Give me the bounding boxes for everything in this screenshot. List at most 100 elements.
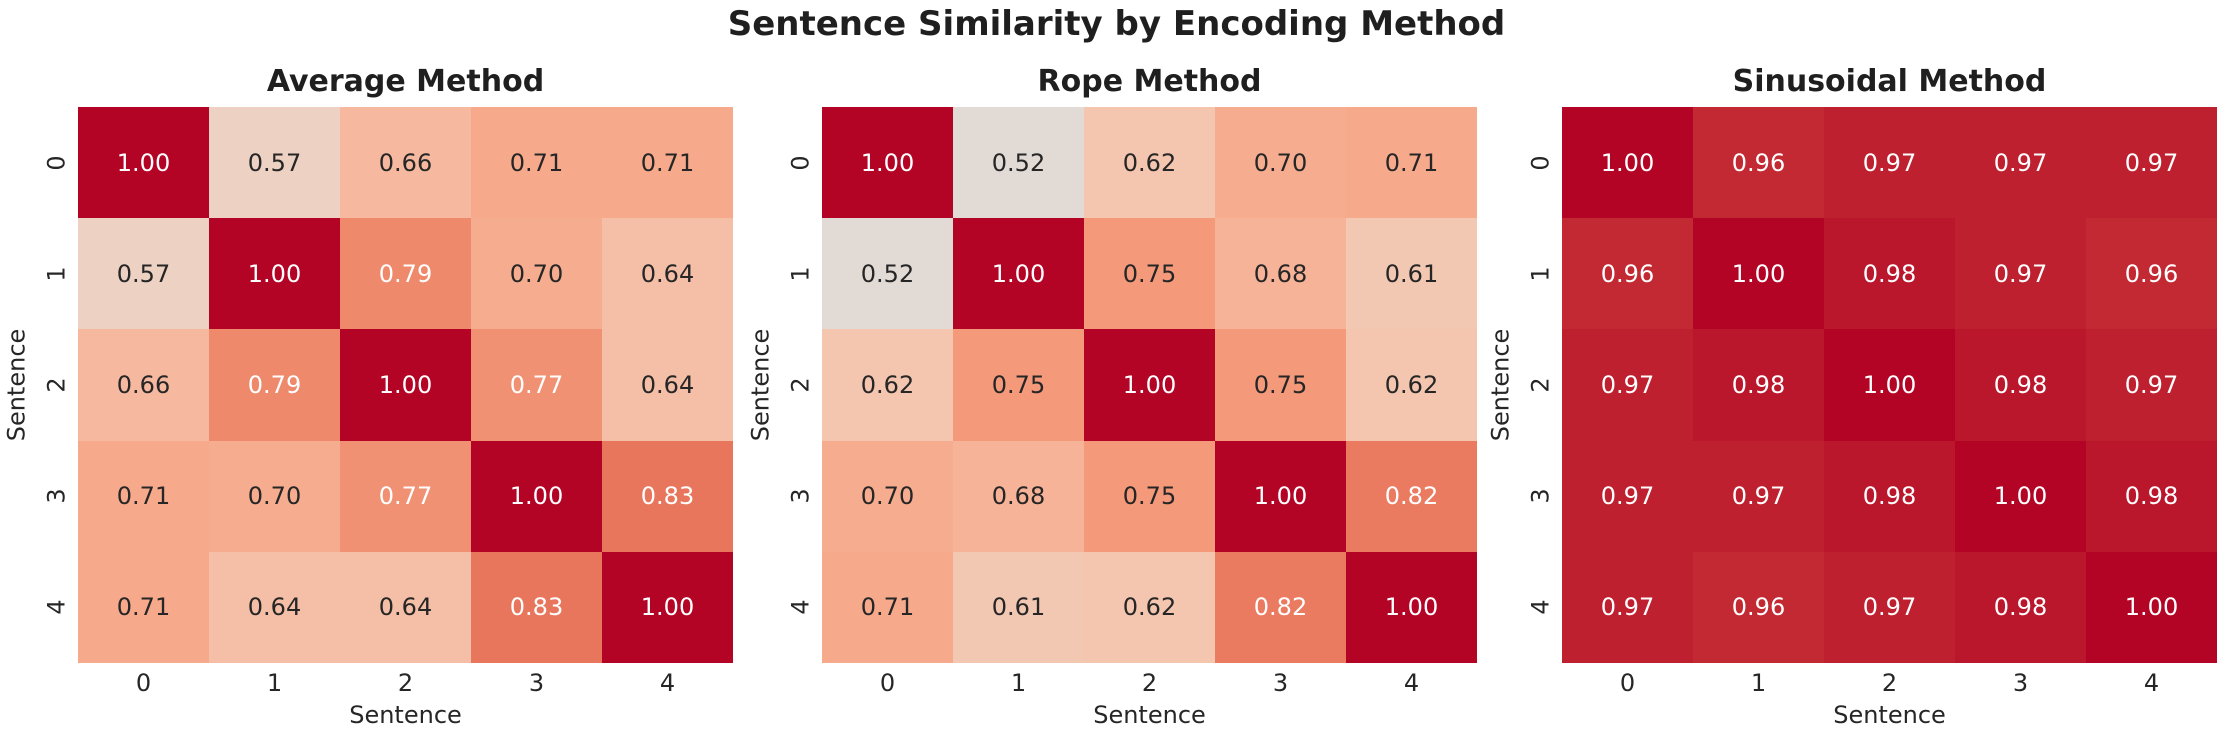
y-axis-label: Sentence	[1486, 328, 1514, 442]
subplot-title: Rope Method	[1037, 64, 1262, 99]
heatmap-cell: 0.52	[953, 107, 1084, 219]
heatmap-cell: 0.75	[953, 329, 1084, 441]
heatmap-cell: 0.98	[1693, 329, 1824, 441]
heatmap-cell: 0.62	[1084, 551, 1215, 663]
heatmap-cell: 1.00	[209, 218, 340, 330]
heatmap-cell: 1.00	[2086, 551, 2217, 663]
heatmap-cell: 0.64	[209, 551, 340, 663]
heatmap-cell: 0.96	[1693, 551, 1824, 663]
heatmap-cell: 0.57	[209, 107, 340, 219]
heatmap-cell: 0.75	[1084, 440, 1215, 552]
heatmap-grid: 1.00 0.57 0.66 0.71 0.71 0.57 1.00 0.79 0.70 0.64…	[78, 107, 733, 663]
heatmap-cell: 0.66	[340, 107, 471, 219]
heatmap-cell: 0.98	[1824, 218, 1955, 330]
x-tick-label: 2	[1881, 669, 1898, 697]
x-tick-label: 2	[1141, 669, 1158, 697]
y-tick-label: 4	[43, 599, 71, 616]
heatmap-cell: 0.71	[822, 551, 953, 663]
heatmap-cell: 0.61	[1346, 218, 1477, 330]
y-tick-labels: 0 1 2 3 4	[1520, 107, 1562, 663]
heatmap-cell: 1.00	[822, 107, 953, 219]
y-tick-labels: 0 1 2 3 4	[36, 107, 78, 663]
y-tick-label: 3	[787, 488, 815, 504]
heatmap-cell: 0.75	[1215, 329, 1346, 441]
heatmap-cell: 0.64	[602, 218, 733, 330]
heatmap-cell: 0.52	[822, 218, 953, 330]
heatmap-cell: 0.71	[78, 551, 209, 663]
y-tick-label: 4	[787, 599, 815, 616]
heatmap-cell: 0.96	[1562, 218, 1693, 330]
heatmap-cell: 0.71	[602, 107, 733, 219]
heatmap-cell: 1.00	[1084, 329, 1215, 441]
heatmap-cell: 1.00	[1955, 440, 2086, 552]
heatmap-cell: 1.00	[471, 440, 602, 552]
x-tick-label: 1	[1750, 669, 1767, 697]
heatmap-cell: 0.64	[340, 551, 471, 663]
y-tick-label: 2	[787, 377, 815, 393]
heatmap-cell: 0.97	[1955, 218, 2086, 330]
heatmap-cell: 1.00	[1693, 218, 1824, 330]
heatmap-cell: 0.79	[340, 218, 471, 330]
heatmap-cell: 0.61	[953, 551, 1084, 663]
x-axis-label: Sentence	[349, 701, 462, 729]
x-tick-label: 2	[397, 669, 414, 697]
y-tick-label: 3	[43, 488, 71, 504]
heatmap-cell: 0.79	[209, 329, 340, 441]
y-axis-label: Sentence	[746, 328, 774, 442]
heatmap-cell: 0.82	[1215, 551, 1346, 663]
y-tick-label: 1	[1527, 266, 1555, 282]
heatmap-cell: 0.77	[471, 329, 602, 441]
heatmap-cell: 0.71	[1346, 107, 1477, 219]
y-tick-label: 3	[1527, 488, 1555, 504]
heatmap-cell: 0.68	[953, 440, 1084, 552]
heatmap-grid: 1.00 0.52 0.62 0.70 0.71 0.52 1.00 0.75 0.68 0.61…	[822, 107, 1477, 663]
heatmap-cell: 0.98	[1824, 440, 1955, 552]
heatmap-cell: 0.71	[78, 440, 209, 552]
x-tick-label: 1	[266, 669, 283, 697]
heatmap-cell: 0.70	[209, 440, 340, 552]
heatmap-cell: 1.00	[1562, 107, 1693, 219]
x-tick-label: 0	[879, 669, 896, 697]
x-tick-label: 4	[659, 669, 676, 697]
x-tick-label: 1	[1010, 669, 1027, 697]
y-tick-label: 2	[43, 377, 71, 393]
heatmap-cell: 0.57	[78, 218, 209, 330]
x-axis-label: Sentence	[1833, 701, 1946, 729]
heatmap-cell: 0.97	[2086, 329, 2217, 441]
y-tick-label: 0	[43, 154, 71, 171]
heatmap-cell: 0.97	[1824, 107, 1955, 219]
heatmap-cell: 0.62	[1084, 107, 1215, 219]
heatmap-cell: 0.62	[1346, 329, 1477, 441]
heatmap-cell: 0.62	[822, 329, 953, 441]
heatmap-cell: 0.97	[1955, 107, 2086, 219]
heatmap-cell: 1.00	[1824, 329, 1955, 441]
heatmap-cell: 0.97	[1562, 551, 1693, 663]
x-tick-label: 3	[1272, 669, 1289, 697]
x-tick-labels: 0 1 2 3 4	[822, 671, 1477, 695]
subplot-title: Sinusoidal Method	[1732, 64, 2047, 99]
heatmap-cell: 0.70	[822, 440, 953, 552]
heatmap-cell: 1.00	[953, 218, 1084, 330]
heatmap-cell: 0.96	[2086, 218, 2217, 330]
x-tick-label: 3	[528, 669, 545, 697]
figure-title: Sentence Similarity by Encoding Method	[727, 4, 1506, 44]
x-tick-label: 0	[135, 669, 152, 697]
heatmap-cell: 0.83	[602, 440, 733, 552]
heatmap-cell: 1.00	[340, 329, 471, 441]
heatmap-cell: 0.75	[1084, 218, 1215, 330]
x-tick-labels: 0 1 2 3 4	[78, 671, 733, 695]
x-tick-label: 4	[2143, 669, 2160, 697]
heatmap-cell: 1.00	[1346, 551, 1477, 663]
heatmap-cell: 0.98	[1955, 329, 2086, 441]
heatmap-grid: 1.00 0.96 0.97 0.97 0.97 0.96 1.00 0.98 0.97 0.96…	[1562, 107, 2217, 663]
heatmap-cell: 1.00	[78, 107, 209, 219]
heatmap-cell: 0.70	[1215, 107, 1346, 219]
y-axis-label: Sentence	[2, 328, 30, 442]
y-tick-label: 4	[1527, 599, 1555, 616]
heatmap-cell: 0.83	[471, 551, 602, 663]
heatmap-cell: 0.97	[1693, 440, 1824, 552]
heatmap-cell: 1.00	[602, 551, 733, 663]
